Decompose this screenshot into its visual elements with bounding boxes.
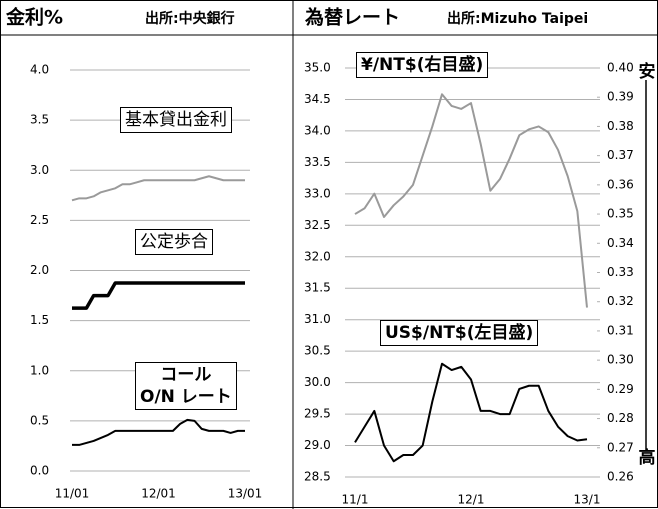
y-tick-label: 33.0 (304, 186, 331, 200)
y2-tick-label: 0.27 (607, 440, 634, 454)
y-tick-label: 34.5 (304, 92, 331, 106)
source: 出所:Mizuho Taipei (447, 10, 588, 27)
y-tick-label: 29.5 (304, 407, 331, 421)
y2-tick-label: 0.33 (607, 265, 634, 279)
y-tick-label: 4.0 (30, 63, 49, 77)
series-label: コール O/N レート (135, 362, 237, 410)
x-tick-label: 11/01 (55, 487, 90, 501)
y-tick-label: 31.0 (304, 312, 331, 326)
y2-tick-label: 0.40 (607, 61, 634, 75)
source: 出所:中央銀行 (145, 10, 235, 27)
chart-title: 為替レート (305, 6, 400, 29)
series-line (72, 418, 245, 446)
y2-tick-label: 0.26 (607, 470, 634, 484)
series-label: 基本貸出金利 (120, 107, 232, 133)
y-tick-label: 1.0 (30, 363, 49, 377)
y2-tick-label: 0.35 (607, 207, 634, 221)
y-tick-label: 31.5 (304, 281, 331, 295)
y-tick-label: 30.5 (304, 344, 331, 358)
y2-tick-label: 0.39 (607, 90, 634, 104)
y-tick-label: 2.5 (30, 213, 49, 227)
y-tick-label: 3.0 (30, 163, 49, 177)
y2-tick-label: 0.37 (607, 148, 634, 162)
y2-tick-label: 0.31 (607, 323, 634, 337)
y-tick-label: 32.5 (304, 218, 331, 232)
chart-title: 金利% (5, 6, 63, 29)
y2-tick-label: 0.36 (607, 177, 634, 191)
series-line (354, 362, 588, 463)
series-label: 公定歩合 (135, 229, 213, 255)
series-line (354, 93, 588, 308)
x-tick-label: 11/1 (342, 493, 369, 507)
series-line (71, 175, 245, 202)
y-tick-label: 1.5 (30, 313, 49, 327)
y2-tick-label: 0.38 (607, 119, 634, 133)
y2-tick-label: 0.28 (607, 411, 634, 425)
y2-tick-label: 0.34 (607, 236, 634, 250)
annotation: 高 (639, 447, 656, 468)
x-tick-label: 13/1 (574, 493, 601, 507)
y-tick-label: 35.0 (304, 61, 331, 75)
series-label: US$/NT$(左目盛) (380, 320, 539, 346)
y-tick-label: 34.0 (304, 123, 331, 137)
y-tick-label: 2.0 (30, 263, 49, 277)
x-tick-label: 12/01 (141, 487, 176, 501)
y2-tick-label: 0.32 (607, 294, 634, 308)
y-tick-label: 30.0 (304, 375, 331, 389)
y-tick-label: 0.0 (30, 464, 49, 478)
y-tick-label: 0.5 (30, 413, 49, 427)
y-tick-label: 29.0 (304, 438, 331, 452)
y2-tick-label: 0.30 (607, 353, 634, 367)
y-tick-label: 32.0 (304, 249, 331, 263)
series-label: ¥/NT$(右目盛) (356, 52, 489, 78)
y-tick-label: 28.5 (304, 470, 331, 484)
y-tick-label: 3.5 (30, 113, 49, 127)
x-tick-label: 12/1 (458, 493, 485, 507)
y2-tick-label: 0.29 (607, 382, 634, 396)
y-tick-label: 33.5 (304, 155, 331, 169)
series-line (72, 281, 245, 310)
annotation: 安 (639, 61, 656, 82)
x-tick-label: 13/01 (228, 487, 263, 501)
